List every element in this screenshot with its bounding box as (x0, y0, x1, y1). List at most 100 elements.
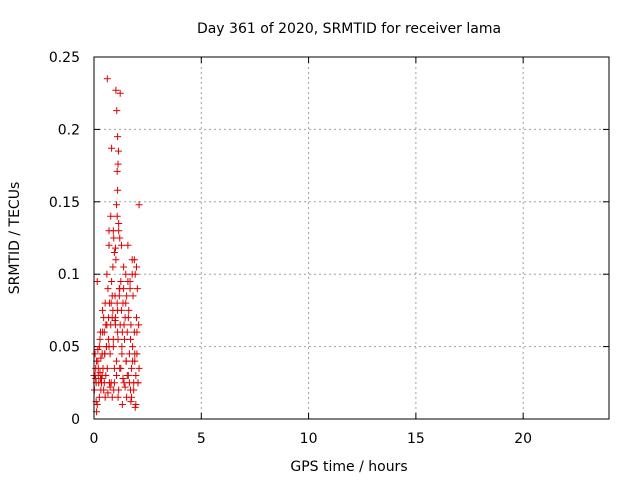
data-point (129, 357, 137, 365)
grid-lines (94, 57, 609, 419)
x-tick-label: 5 (197, 431, 206, 447)
data-point (101, 393, 109, 401)
data-point (135, 321, 143, 329)
data-point (122, 299, 130, 307)
data-point (98, 374, 106, 382)
data-point (106, 383, 114, 391)
data-point (104, 389, 112, 397)
data-point (111, 317, 119, 325)
x-tick-label: 0 (90, 431, 99, 447)
data-point (105, 379, 113, 387)
plot-frame (93, 56, 610, 420)
data-point (133, 285, 141, 293)
data-point (97, 354, 105, 362)
data-point (108, 277, 116, 285)
data-point (108, 144, 116, 152)
data-point (96, 335, 104, 343)
x-tick-label: 10 (300, 431, 318, 447)
data-point (132, 314, 140, 322)
data-point (117, 306, 125, 314)
data-point (91, 372, 99, 380)
data-point (120, 263, 128, 271)
data-point (92, 364, 100, 372)
data-point (129, 292, 137, 300)
data-point (117, 277, 125, 285)
data-point (116, 234, 124, 242)
data-point (124, 314, 132, 322)
y-tick-label: 0.25 (49, 50, 80, 66)
data-point (105, 314, 113, 322)
data-point (135, 364, 143, 372)
data-point (110, 386, 118, 394)
data-point (104, 285, 112, 293)
data-point (124, 241, 132, 249)
data-point (93, 401, 101, 409)
data-point (112, 86, 120, 94)
data-point (113, 212, 121, 220)
data-point (118, 350, 126, 358)
data-point (98, 350, 106, 358)
data-point (131, 403, 139, 411)
data-point (109, 335, 117, 343)
data-point (130, 386, 138, 394)
data-point (99, 306, 107, 314)
data-point (131, 350, 139, 358)
axis-ticks (93, 56, 609, 420)
data-point (128, 270, 136, 278)
data-point (107, 212, 115, 220)
y-tick-label: 0 (71, 412, 80, 428)
data-point (107, 321, 115, 329)
y-tick-label: 0.2 (58, 122, 80, 138)
data-point (93, 277, 101, 285)
data-point (120, 335, 128, 343)
data-point (118, 401, 126, 409)
data-point (121, 383, 129, 391)
x-tick-label: 15 (407, 431, 425, 447)
data-point (127, 398, 135, 406)
x-axis-title: GPS time / hours (290, 459, 407, 475)
data-point (114, 147, 122, 155)
data-point (108, 292, 116, 300)
data-point (94, 345, 102, 353)
data-point (123, 393, 131, 401)
chart-title: Day 361 of 2020, SRMTID for receiver lam… (197, 21, 501, 37)
data-point (128, 364, 136, 372)
data-point (115, 220, 123, 228)
data-point (113, 357, 121, 365)
data-point (107, 299, 115, 307)
data-point (97, 386, 105, 394)
data-point (103, 364, 111, 372)
data-point (114, 160, 122, 168)
data-point (135, 201, 143, 209)
data-point (132, 372, 140, 380)
data-point (125, 379, 133, 387)
data-point (109, 263, 117, 271)
data-point (109, 306, 117, 314)
data-point (113, 167, 121, 175)
data-point (123, 292, 131, 300)
y-axis-title: SRMTID / TECUs (7, 182, 23, 295)
data-point (103, 75, 111, 83)
data-point (122, 270, 130, 278)
data-point (120, 285, 128, 293)
data-point (116, 89, 124, 97)
data-point (114, 328, 122, 336)
data-point (123, 328, 131, 336)
data-point (95, 343, 103, 351)
data-point (122, 357, 130, 365)
data-point (132, 263, 140, 271)
data-point (132, 401, 140, 409)
data-point (134, 379, 142, 387)
data-point (112, 256, 120, 264)
data-point (111, 244, 119, 252)
data-point (119, 374, 127, 382)
data-point (113, 201, 121, 209)
data-point (105, 241, 113, 249)
data-point (113, 372, 121, 380)
data-point (114, 133, 122, 141)
data-point (102, 343, 110, 351)
data-point (123, 372, 131, 380)
data-point (125, 306, 133, 314)
